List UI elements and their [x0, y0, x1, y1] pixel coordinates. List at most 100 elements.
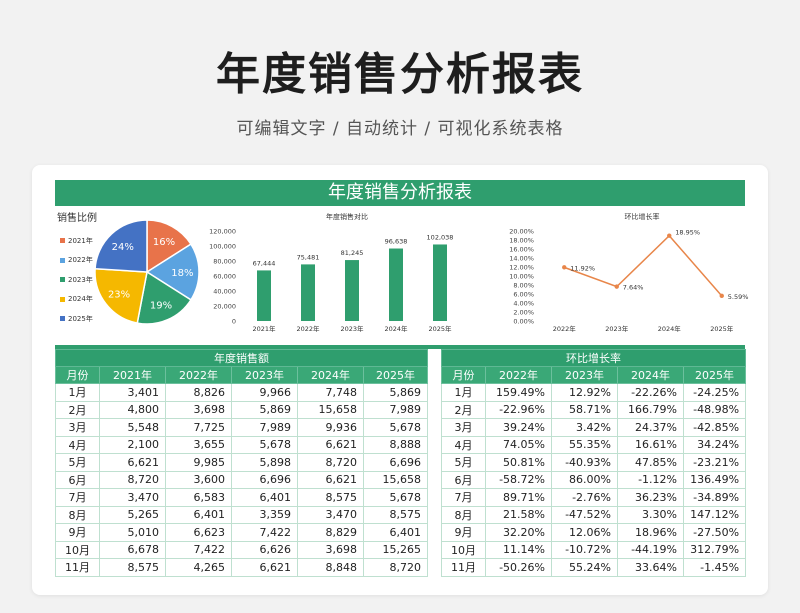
value-cell[interactable]: -58.72%: [485, 470, 552, 489]
month-cell[interactable]: 11月: [55, 558, 100, 577]
value-cell[interactable]: 12.06%: [551, 523, 618, 542]
value-cell[interactable]: 6,583: [165, 488, 232, 507]
month-cell[interactable]: 6月: [441, 470, 486, 489]
value-cell[interactable]: 6,621: [99, 453, 166, 472]
value-cell[interactable]: 4,265: [165, 558, 232, 577]
value-cell[interactable]: 9,985: [165, 453, 232, 472]
value-cell[interactable]: 4,800: [99, 400, 166, 419]
value-cell[interactable]: 8,720: [362, 558, 429, 577]
month-cell[interactable]: 3月: [441, 418, 486, 437]
value-cell[interactable]: 7,725: [165, 418, 232, 437]
month-cell[interactable]: 5月: [441, 453, 486, 472]
value-cell[interactable]: 21.58%: [485, 505, 552, 524]
value-cell[interactable]: 7,422: [165, 540, 232, 559]
value-cell[interactable]: 3,470: [297, 505, 364, 524]
value-cell[interactable]: -27.50%: [682, 523, 747, 542]
value-cell[interactable]: 159.49%: [485, 383, 552, 402]
value-cell[interactable]: 3,698: [297, 540, 364, 559]
month-cell[interactable]: 10月: [55, 540, 100, 559]
value-cell[interactable]: -40.93%: [551, 453, 618, 472]
value-cell[interactable]: 34.24%: [682, 435, 747, 454]
value-cell[interactable]: 3,470: [99, 488, 166, 507]
value-cell[interactable]: 7,989: [231, 418, 298, 437]
value-cell[interactable]: 39.24%: [485, 418, 552, 437]
value-cell[interactable]: -10.72%: [551, 540, 618, 559]
value-cell[interactable]: 16.61%: [617, 435, 684, 454]
value-cell[interactable]: 3.30%: [617, 505, 684, 524]
value-cell[interactable]: -22.26%: [617, 383, 684, 402]
value-cell[interactable]: 9,936: [297, 418, 364, 437]
value-cell[interactable]: 8,720: [99, 470, 166, 489]
month-cell[interactable]: 7月: [441, 488, 486, 507]
value-cell[interactable]: 166.79%: [617, 400, 684, 419]
value-cell[interactable]: -50.26%: [485, 558, 552, 577]
value-cell[interactable]: 18.96%: [617, 523, 684, 542]
value-cell[interactable]: -1.12%: [617, 470, 684, 489]
value-cell[interactable]: 6,621: [297, 435, 364, 454]
month-cell[interactable]: 11月: [441, 558, 486, 577]
month-cell[interactable]: 8月: [55, 505, 100, 524]
value-cell[interactable]: 136.49%: [682, 470, 747, 489]
value-cell[interactable]: -48.98%: [682, 400, 747, 419]
value-cell[interactable]: 6,696: [362, 453, 429, 472]
value-cell[interactable]: 58.71%: [551, 400, 618, 419]
value-cell[interactable]: -22.96%: [485, 400, 552, 419]
value-cell[interactable]: 6,623: [165, 523, 232, 542]
value-cell[interactable]: 3,401: [99, 383, 166, 402]
value-cell[interactable]: 8,575: [362, 505, 429, 524]
value-cell[interactable]: 3,655: [165, 435, 232, 454]
value-cell[interactable]: 8,829: [297, 523, 364, 542]
value-cell[interactable]: 5,678: [362, 488, 429, 507]
value-cell[interactable]: 15,658: [297, 400, 364, 419]
month-cell[interactable]: 7月: [55, 488, 100, 507]
value-cell[interactable]: 5,678: [231, 435, 298, 454]
value-cell[interactable]: -44.19%: [617, 540, 684, 559]
value-cell[interactable]: -1.45%: [682, 558, 747, 577]
value-cell[interactable]: 32.20%: [485, 523, 552, 542]
value-cell[interactable]: 24.37%: [617, 418, 684, 437]
value-cell[interactable]: 8,888: [362, 435, 429, 454]
value-cell[interactable]: 36.23%: [617, 488, 684, 507]
value-cell[interactable]: 6,621: [231, 558, 298, 577]
value-cell[interactable]: 3,698: [165, 400, 232, 419]
value-cell[interactable]: 6,696: [231, 470, 298, 489]
value-cell[interactable]: 147.12%: [682, 505, 747, 524]
value-cell[interactable]: 7,748: [297, 383, 364, 402]
month-cell[interactable]: 4月: [55, 435, 100, 454]
value-cell[interactable]: 3.42%: [551, 418, 618, 437]
value-cell[interactable]: 7,422: [231, 523, 298, 542]
month-cell[interactable]: 1月: [55, 383, 100, 402]
value-cell[interactable]: 55.35%: [551, 435, 618, 454]
value-cell[interactable]: 55.24%: [551, 558, 618, 577]
month-cell[interactable]: 1月: [441, 383, 486, 402]
month-cell[interactable]: 5月: [55, 453, 100, 472]
value-cell[interactable]: -47.52%: [551, 505, 618, 524]
month-cell[interactable]: 2月: [55, 400, 100, 419]
value-cell[interactable]: 5,869: [231, 400, 298, 419]
value-cell[interactable]: 11.14%: [485, 540, 552, 559]
value-cell[interactable]: 8,575: [297, 488, 364, 507]
value-cell[interactable]: 12.92%: [551, 383, 618, 402]
value-cell[interactable]: 47.85%: [617, 453, 684, 472]
value-cell[interactable]: 50.81%: [485, 453, 552, 472]
month-cell[interactable]: 9月: [441, 523, 486, 542]
value-cell[interactable]: 6,678: [99, 540, 166, 559]
value-cell[interactable]: 15,658: [362, 470, 429, 489]
value-cell[interactable]: 312.79%: [682, 540, 747, 559]
value-cell[interactable]: 6,401: [362, 523, 429, 542]
value-cell[interactable]: 89.71%: [485, 488, 552, 507]
month-cell[interactable]: 8月: [441, 505, 486, 524]
value-cell[interactable]: -24.25%: [682, 383, 747, 402]
value-cell[interactable]: -34.89%: [682, 488, 747, 507]
value-cell[interactable]: 15,265: [362, 540, 429, 559]
value-cell[interactable]: -2.76%: [551, 488, 618, 507]
month-cell[interactable]: 9月: [55, 523, 100, 542]
value-cell[interactable]: 86.00%: [551, 470, 618, 489]
month-cell[interactable]: 3月: [55, 418, 100, 437]
value-cell[interactable]: -23.21%: [682, 453, 747, 472]
value-cell[interactable]: 6,626: [231, 540, 298, 559]
value-cell[interactable]: 74.05%: [485, 435, 552, 454]
value-cell[interactable]: 5,548: [99, 418, 166, 437]
value-cell[interactable]: 8,575: [99, 558, 166, 577]
value-cell[interactable]: 8,720: [297, 453, 364, 472]
